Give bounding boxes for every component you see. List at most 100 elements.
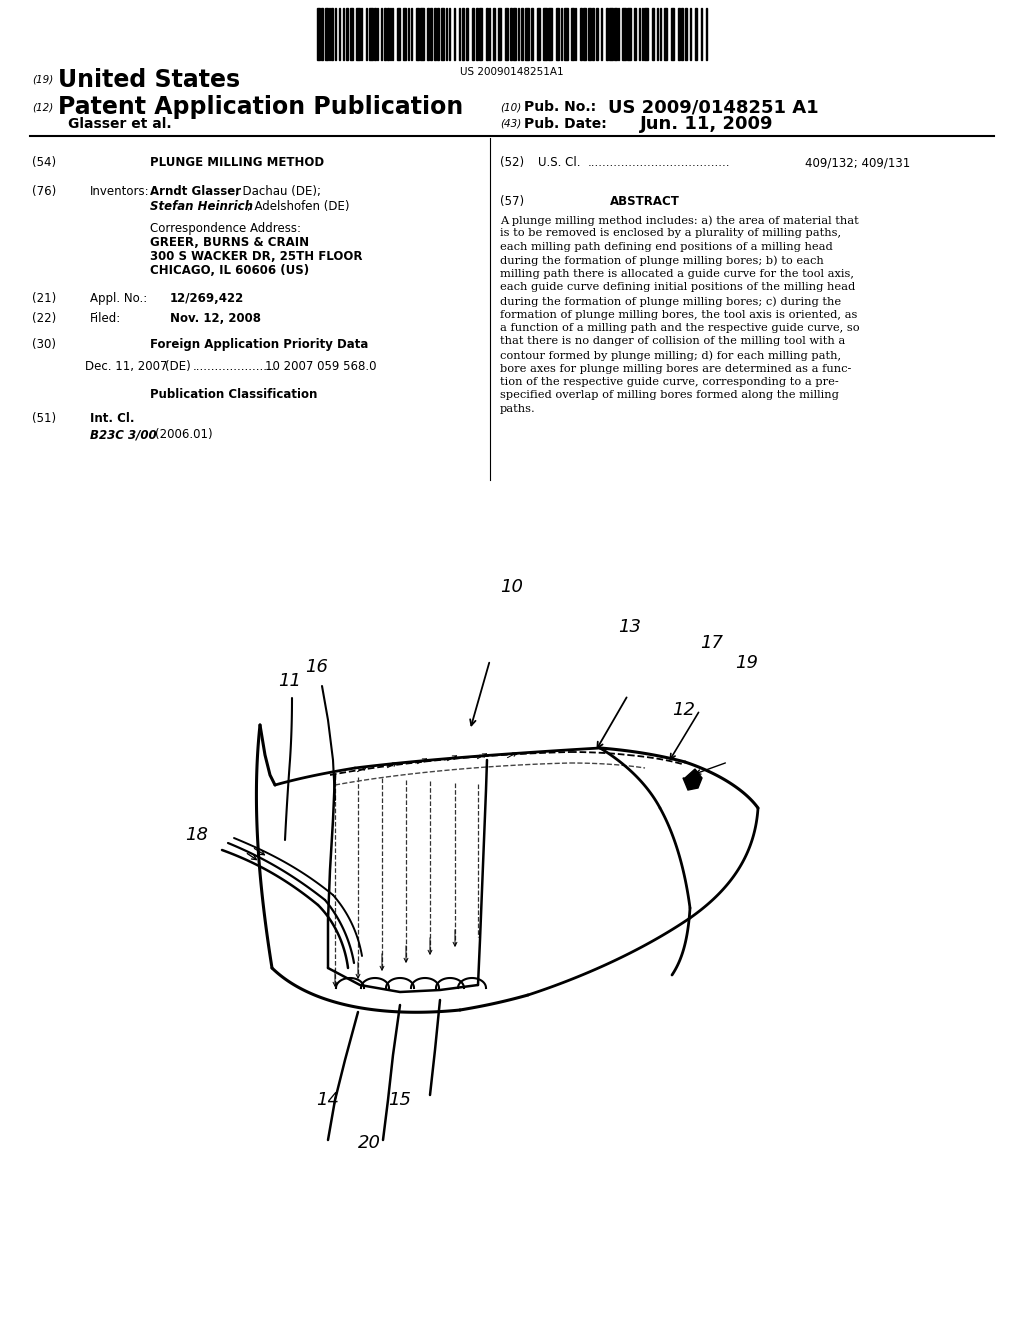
Bar <box>537 8 540 59</box>
Text: (54): (54) <box>32 156 56 169</box>
Bar <box>609 8 613 59</box>
Bar <box>592 8 594 59</box>
Bar <box>403 8 406 59</box>
Text: Nov. 12, 2008: Nov. 12, 2008 <box>170 312 261 325</box>
Text: 16: 16 <box>305 657 328 676</box>
Bar <box>369 8 373 59</box>
Text: 12: 12 <box>672 701 695 719</box>
Text: formation of plunge milling bores, the tool axis is oriented, as: formation of plunge milling bores, the t… <box>500 309 857 319</box>
Text: Foreign Application Priority Data: Foreign Application Priority Data <box>150 338 369 351</box>
Text: tion of the respective guide curve, corresponding to a pre-: tion of the respective guide curve, corr… <box>500 378 839 387</box>
Bar <box>614 8 617 59</box>
Bar <box>505 8 508 59</box>
Text: 14: 14 <box>316 1092 339 1109</box>
Bar <box>664 8 667 59</box>
Bar <box>430 8 432 59</box>
Bar <box>346 8 348 59</box>
Bar <box>472 8 474 59</box>
Text: Pub. Date:: Pub. Date: <box>524 117 607 131</box>
Text: Publication Classification: Publication Classification <box>150 388 317 401</box>
Text: A plunge milling method includes: a) the area of material that: A plunge milling method includes: a) the… <box>500 215 859 226</box>
Text: milling path there is allocated a guide curve for the tool axis,: milling path there is allocated a guide … <box>500 269 854 279</box>
Bar <box>325 8 328 59</box>
Bar <box>521 8 523 59</box>
Bar <box>510 8 512 59</box>
Text: (76): (76) <box>32 185 56 198</box>
Text: 10: 10 <box>500 578 523 597</box>
Text: US 2009/0148251 A1: US 2009/0148251 A1 <box>608 98 818 116</box>
Text: is to be removed is enclosed by a plurality of milling paths,: is to be removed is enclosed by a plural… <box>500 228 841 239</box>
Bar <box>384 8 386 59</box>
Text: during the formation of plunge milling bores; b) to each: during the formation of plunge milling b… <box>500 256 823 267</box>
Bar <box>564 8 568 59</box>
Text: (43): (43) <box>500 119 521 129</box>
Bar <box>678 8 680 59</box>
Bar <box>681 8 683 59</box>
Text: ......................................: ...................................... <box>588 156 730 169</box>
Text: each milling path defining end positions of a milling head: each milling path defining end positions… <box>500 242 833 252</box>
Bar <box>387 8 389 59</box>
Bar <box>580 8 582 59</box>
Bar <box>317 8 319 59</box>
Bar <box>571 8 574 59</box>
Text: 19: 19 <box>735 653 758 672</box>
Text: Jun. 11, 2009: Jun. 11, 2009 <box>640 115 773 133</box>
Text: 13: 13 <box>618 618 641 636</box>
Bar <box>441 8 444 59</box>
Text: GREER, BURNS & CRAIN: GREER, BURNS & CRAIN <box>150 236 309 249</box>
Text: ABSTRACT: ABSTRACT <box>610 195 680 209</box>
Text: U.S. Cl.: U.S. Cl. <box>538 156 581 169</box>
Bar <box>356 8 360 59</box>
Text: 12/269,422: 12/269,422 <box>170 292 245 305</box>
Bar <box>513 8 516 59</box>
Text: 10 2007 059 568.0: 10 2007 059 568.0 <box>265 360 377 374</box>
Text: B23C 3/00: B23C 3/00 <box>90 428 157 441</box>
Bar <box>466 8 468 59</box>
Text: bore axes for plunge milling bores are determined as a func-: bore axes for plunge milling bores are d… <box>500 363 851 374</box>
Bar <box>486 8 488 59</box>
Bar <box>476 8 478 59</box>
Text: , Dachau (DE);: , Dachau (DE); <box>234 185 321 198</box>
Bar <box>556 8 559 59</box>
Text: that there is no danger of collision of the milling tool with a: that there is no danger of collision of … <box>500 337 845 346</box>
Bar <box>596 8 598 59</box>
Text: United States: United States <box>58 69 240 92</box>
Text: Appl. No.:: Appl. No.: <box>90 292 147 305</box>
Bar <box>321 8 323 59</box>
Text: (30): (30) <box>32 338 56 351</box>
Text: (22): (22) <box>32 312 56 325</box>
Bar <box>583 8 586 59</box>
Text: 300 S WACKER DR, 25TH FLOOR: 300 S WACKER DR, 25TH FLOOR <box>150 249 362 263</box>
Bar <box>543 8 547 59</box>
Bar <box>652 8 654 59</box>
Text: 11: 11 <box>278 672 301 690</box>
Text: Correspondence Address:: Correspondence Address: <box>150 222 301 235</box>
Text: ......................: ...................... <box>193 360 275 374</box>
Text: during the formation of plunge milling bores; c) during the: during the formation of plunge milling b… <box>500 296 841 306</box>
Bar <box>606 8 608 59</box>
Bar <box>479 8 482 59</box>
Text: (DE): (DE) <box>165 360 190 374</box>
Bar <box>331 8 333 59</box>
Bar <box>622 8 626 59</box>
Bar <box>531 8 534 59</box>
Text: (19): (19) <box>32 75 53 84</box>
Text: (21): (21) <box>32 292 56 305</box>
Text: (57): (57) <box>500 195 524 209</box>
Bar <box>588 8 591 59</box>
Text: Dec. 11, 2007: Dec. 11, 2007 <box>85 360 168 374</box>
Bar <box>644 8 648 59</box>
Bar <box>374 8 376 59</box>
Text: , Adelshofen (DE): , Adelshofen (DE) <box>247 201 349 213</box>
Text: Filed:: Filed: <box>90 312 121 325</box>
Text: US 20090148251A1: US 20090148251A1 <box>460 67 564 77</box>
Bar <box>434 8 436 59</box>
Text: contour formed by plunge milling; d) for each milling path,: contour formed by plunge milling; d) for… <box>500 350 841 360</box>
Bar <box>671 8 674 59</box>
Text: each guide curve defining initial positions of the milling head: each guide curve defining initial positi… <box>500 282 855 293</box>
Text: 409/132; 409/131: 409/132; 409/131 <box>805 156 910 169</box>
Bar <box>498 8 501 59</box>
Text: Int. Cl.: Int. Cl. <box>90 412 134 425</box>
Bar <box>397 8 400 59</box>
Bar <box>548 8 552 59</box>
